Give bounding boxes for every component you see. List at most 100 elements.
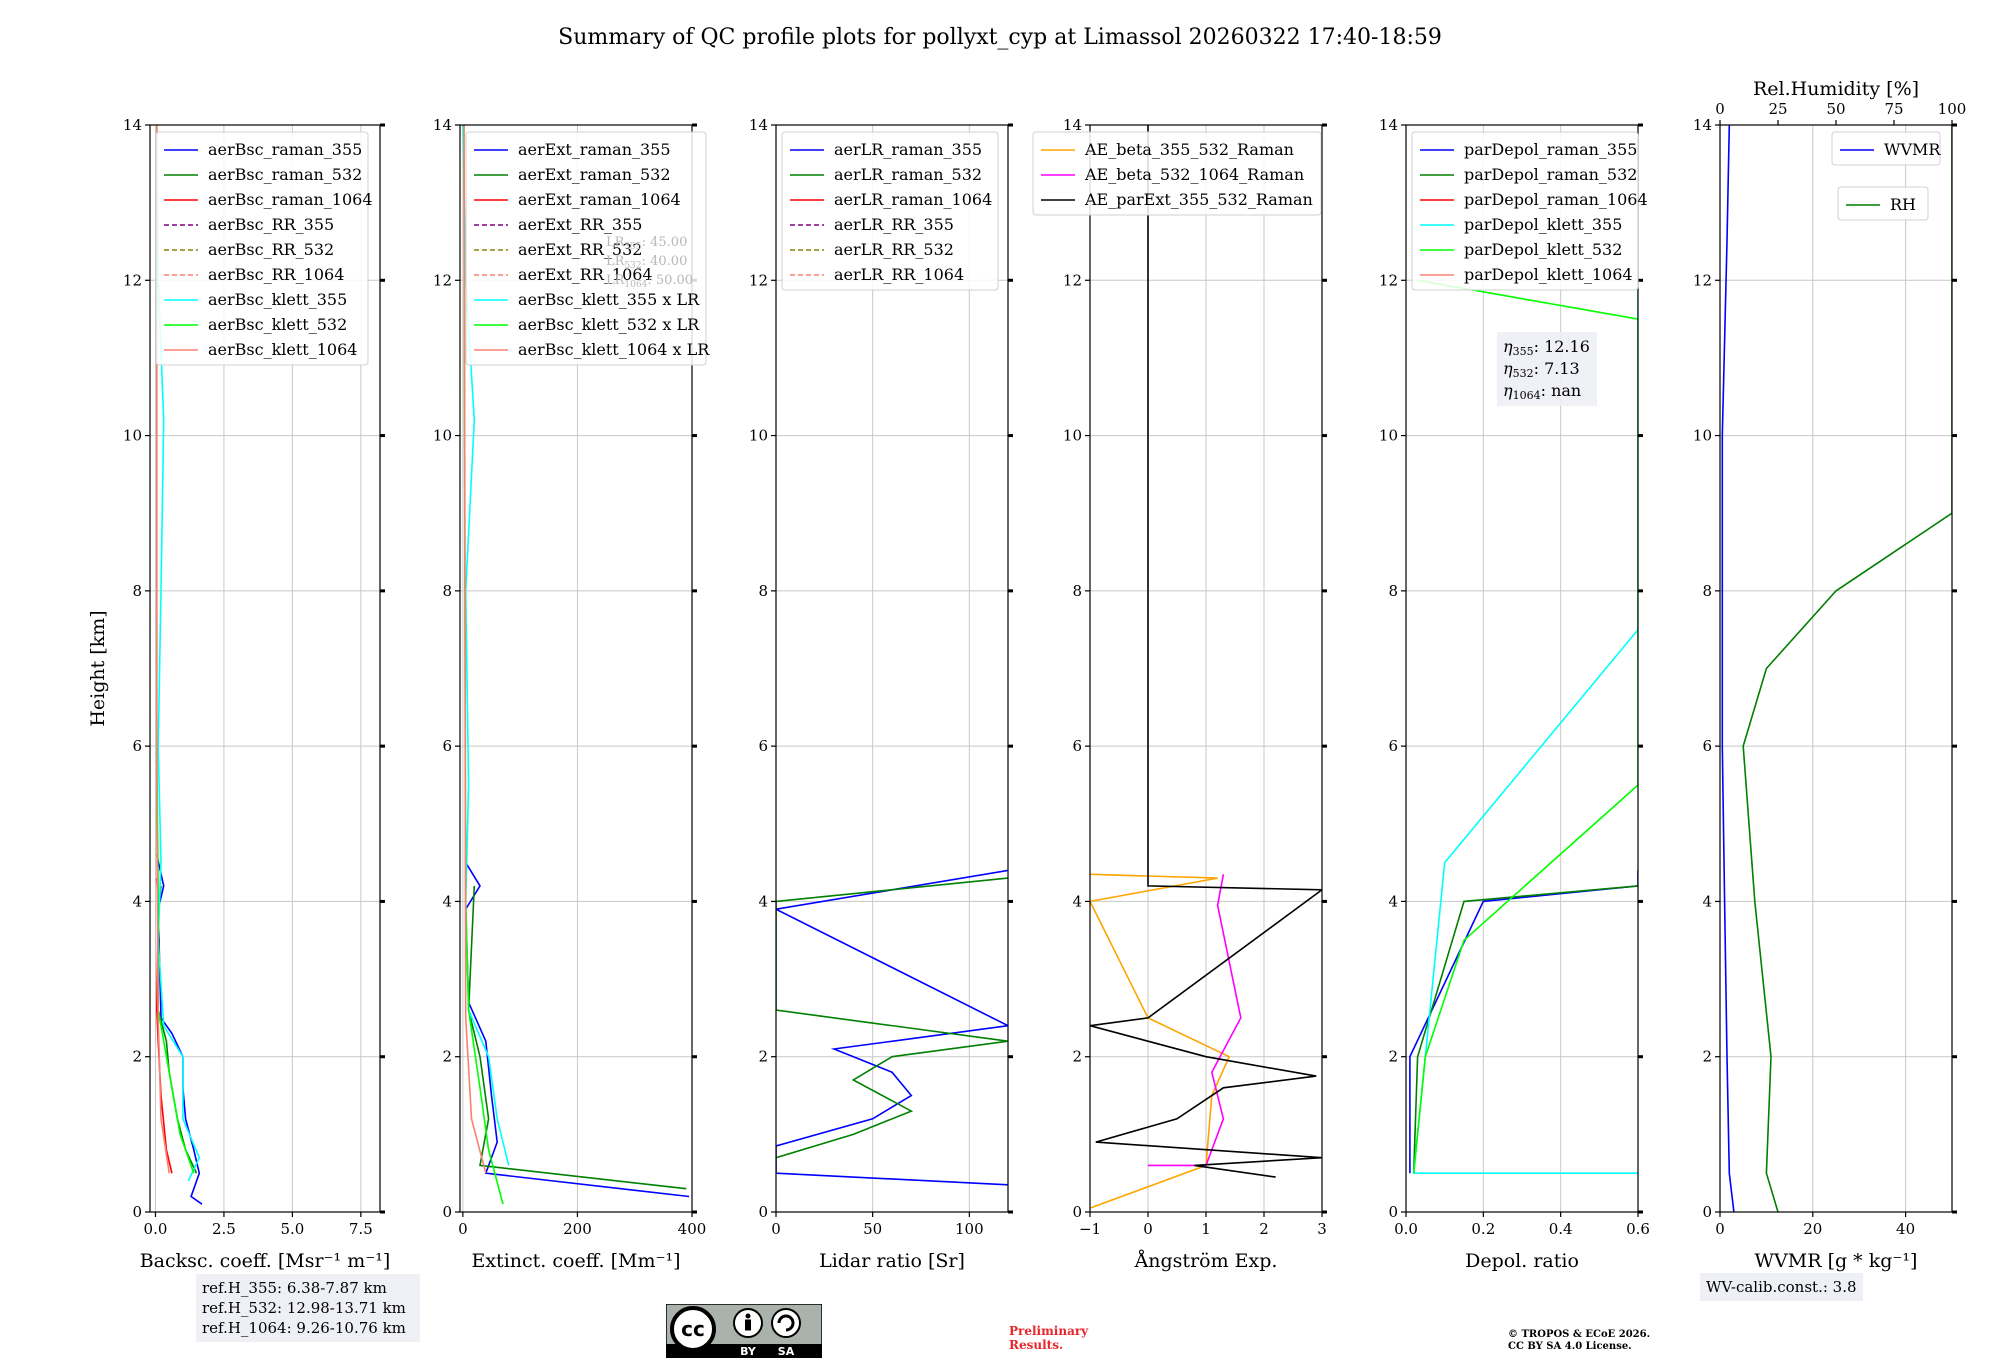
- legend-label-aerLR_RR_532: aerLR_RR_532: [834, 240, 954, 259]
- series-aerLR_raman_532: [776, 877, 1008, 1159]
- top-tick-label-1: 25: [1768, 100, 1787, 118]
- ytick-label-ae-0: 0: [1072, 1203, 1082, 1221]
- legend-label-parDepol_klett_1064: parDepol_klett_1064: [1464, 265, 1633, 284]
- ytick-label-lr-2: 2: [758, 1048, 768, 1066]
- ytick-label-lr-6: 6: [758, 737, 768, 755]
- top-tick-label-0: 0: [1715, 100, 1725, 118]
- panel-bsc: 0 2 4 6 8 10 12 14 0.0 2.5 5.0 7.5 Backsc. coeff. [M…: [87, 116, 390, 1272]
- ytick-label-lr-10: 10: [749, 427, 768, 445]
- series-parDepol_raman_355: [1409, 870, 1638, 1174]
- eta-sub-355: 355: [1513, 345, 1534, 358]
- legend-label-parDepol_klett_355: parDepol_klett_355: [1464, 215, 1622, 234]
- ytick-label-lr-0: 0: [758, 1203, 768, 1221]
- top-tick-label-3: 75: [1884, 100, 1903, 118]
- series-WVMR: [1721, 125, 1735, 1212]
- ytick-label-wv-14: 14: [1693, 116, 1712, 134]
- ext-lr-note-sub-1064: 1064: [624, 280, 647, 290]
- legend-label-parDepol_raman_1064: parDepol_raman_1064: [1464, 190, 1648, 209]
- ext-lr-note-sub-355: 355: [624, 242, 641, 252]
- ref-height-1064: ref.H_1064: 9.26-10.76 km: [202, 1319, 406, 1337]
- xlabel-bsc: Backsc. coeff. [Msr⁻¹ m⁻¹]: [140, 1250, 391, 1272]
- xtick-label-ae-0: −1: [1079, 1220, 1101, 1238]
- xtick-label-bsc-3: 7.5: [349, 1220, 373, 1238]
- cc-by-sa-logo: cc BY SA: [666, 1304, 822, 1358]
- series-aerLR_raman_355: [776, 869, 1008, 1186]
- ytick-label-bsc-2: 2: [132, 1048, 142, 1066]
- series-aerBsc_klett_1064: [156, 125, 170, 1174]
- legend-dep: parDepol_raman_355 parDepol_raman_532 parD…: [1411, 131, 1648, 291]
- legend-label-aerBsc_raman_355: aerBsc_raman_355: [208, 140, 362, 159]
- cc-by-head: [745, 1313, 751, 1319]
- legend-label-aerLR_raman_1064: aerLR_raman_1064: [834, 190, 992, 209]
- ytick-label-bsc-4: 4: [132, 892, 142, 910]
- series-parDepol_klett_532: [1412, 279, 1638, 1174]
- xtick-label-dep-2: 0.4: [1549, 1220, 1573, 1238]
- ytick-label-ae-4: 4: [1072, 892, 1082, 910]
- ytick-label-ext-8: 8: [442, 582, 452, 600]
- legend-label-aerExt_raman_532: aerExt_raman_532: [518, 165, 671, 184]
- xlabel-lr: Lidar ratio [Sr]: [819, 1250, 965, 1272]
- ytick-label-ext-6: 6: [442, 737, 452, 755]
- legend-label-aerBsc_raman_1064: aerBsc_raman_1064: [208, 190, 373, 209]
- xlabel-ext: Extinct. coeff. [Mm⁻¹]: [471, 1250, 680, 1272]
- legend-label-aerBsc_RR_532: aerBsc_RR_532: [208, 240, 334, 259]
- series-aerBsc_klett_1064 x LR: [463, 125, 487, 1174]
- legend-label-AE_beta_532_1064_Raman: AE_beta_532_1064_Raman: [1084, 165, 1304, 184]
- series-AE_parExt_355_532_Raman: [1090, 125, 1322, 1178]
- ytick-label-ext-10: 10: [433, 427, 452, 445]
- legend-label-parDepol_klett_532: parDepol_klett_532: [1464, 240, 1622, 259]
- xtick-label-ext-2: 400: [678, 1220, 707, 1238]
- ytick-label-lr-12: 12: [749, 271, 768, 289]
- series-AE_beta_532_1064_Raman: [1148, 874, 1242, 1167]
- cc-logo-text: cc: [681, 1317, 705, 1341]
- legend-wv-2: RH: [1837, 186, 1929, 221]
- legend-bsc: aerBsc_raman_355 aerBsc_raman_532 aerBsc_r…: [155, 131, 373, 366]
- legend-lr: aerLR_raman_355 aerLR_raman_532 aerLR_rama…: [781, 131, 999, 291]
- ytick-label-ae-12: 12: [1063, 271, 1082, 289]
- legend-label-aerLR_raman_355: aerLR_raman_355: [834, 140, 982, 159]
- ytick-label-ae-10: 10: [1063, 427, 1082, 445]
- xtick-label-dep-1: 0.2: [1471, 1220, 1495, 1238]
- preliminary-note: Preliminary Results.: [1009, 1324, 1088, 1352]
- ytick-label-bsc-0: 0: [132, 1203, 142, 1221]
- legend-box-bsc: [155, 131, 369, 366]
- legend-box-dep: [1411, 131, 1639, 291]
- ext-lr-note-sub-532: 532: [624, 261, 641, 271]
- series-aerExt_raman_532: [467, 885, 687, 1190]
- legend-label-aerBsc_klett_1064: aerBsc_klett_1064: [208, 340, 357, 359]
- eta-sub-1064: 1064: [1513, 389, 1541, 402]
- xlabel-dep: Depol. ratio: [1465, 1250, 1579, 1272]
- axes-frame-ext: [459, 124, 693, 1213]
- axes-frame-dep: [1405, 124, 1639, 1213]
- legend-label-aerBsc_klett_532 x LR: aerBsc_klett_532 x LR: [518, 315, 700, 334]
- xtick-label-wv-1: 20: [1803, 1220, 1822, 1238]
- xtick-label-lr-0: 0: [771, 1220, 781, 1238]
- eta-value-1064: : nan: [1541, 381, 1582, 400]
- cc-by-body: [745, 1319, 751, 1331]
- ytick-label-wv-12: 12: [1693, 271, 1712, 289]
- ytick-label-dep-6: 6: [1388, 737, 1398, 755]
- xtick-label-dep-0: 0.0: [1394, 1220, 1418, 1238]
- figure-title: Summary of QC profile plots for pollyxt_…: [558, 25, 1442, 50]
- ytick-label-ae-2: 2: [1072, 1048, 1082, 1066]
- legend-label-WVMR: WVMR: [1884, 140, 1941, 159]
- ytick-label-wv-2: 2: [1702, 1048, 1712, 1066]
- eta-value-355: : 12.16: [1534, 337, 1590, 356]
- ytick-label-ext-2: 2: [442, 1048, 452, 1066]
- xtick-label-bsc-0: 0.0: [144, 1220, 168, 1238]
- ytick-label-ext-4: 4: [442, 892, 452, 910]
- xlabel-ae: Ångström Exp.: [1134, 1250, 1278, 1272]
- ext-lr-note-symbol-1064: LR: [606, 273, 626, 288]
- ref-height-532: ref.H_532: 12.98-13.71 km: [202, 1299, 406, 1317]
- xtick-label-dep-3: 0.6: [1626, 1220, 1650, 1238]
- ytick-label-lr-14: 14: [749, 116, 768, 134]
- ytick-label-dep-0: 0: [1388, 1203, 1398, 1221]
- panel-dep: 0 2 4 6 8 10 12 14 0.0 0.2 0.4 0.6 Depol. ratio parDe…: [1379, 116, 1650, 1272]
- ext-lr-note-355: LR355: 45.00: [606, 235, 687, 252]
- ytick-label-bsc-10: 10: [123, 427, 142, 445]
